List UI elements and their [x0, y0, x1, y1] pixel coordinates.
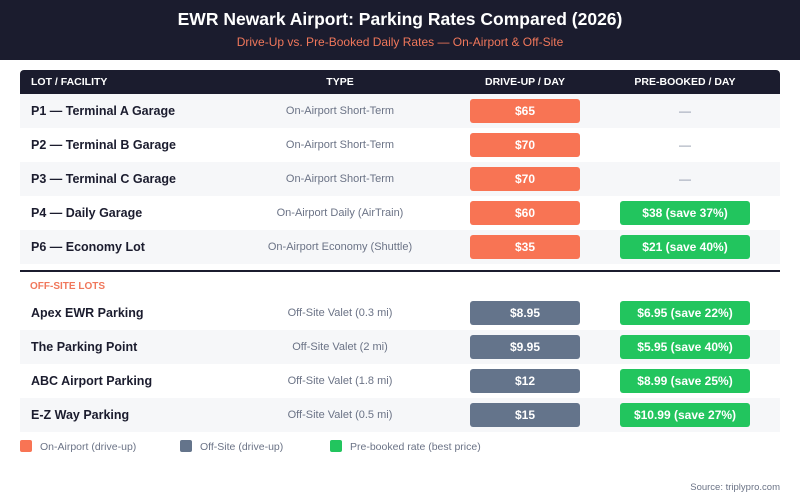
drive-up-rate-badge: $8.95	[470, 301, 580, 325]
lot-name: E-Z Way Parking	[31, 408, 130, 422]
no-pre-booked-dash: —	[679, 172, 691, 186]
drive-up-rate-badge: $65	[470, 99, 580, 123]
drive-up-rate-badge: $70	[470, 167, 580, 191]
drive-up-rate-badge: $15	[470, 403, 580, 427]
lot-type: Off-Site Valet (0.5 mi)	[287, 409, 393, 421]
legend-label: On-Airport (drive-up)	[40, 441, 137, 453]
table-row: P3 — Terminal C Garage On-Airport Short-T…	[20, 162, 780, 196]
lot-name: P6 — Economy Lot	[31, 240, 145, 254]
column-header-type: TYPE	[326, 76, 354, 88]
legend-swatch-pre-booked	[330, 440, 342, 452]
pre-booked-rate-badge: $8.99 (save 25%)	[620, 369, 750, 393]
no-pre-booked-dash: —	[679, 104, 691, 118]
legend-swatch-on-airport	[20, 440, 32, 452]
lot-type: Off-Site Valet (2 mi)	[292, 341, 388, 353]
legend-label: Pre-booked rate (best price)	[350, 441, 481, 453]
drive-up-rate-badge: $12	[470, 369, 580, 393]
table-row: P6 — Economy Lot On-Airport Economy (Shut…	[20, 230, 780, 264]
section-divider	[20, 270, 780, 272]
lot-type: On-Airport Daily (AirTrain)	[276, 207, 404, 219]
pre-booked-rate-badge: $38 (save 37%)	[620, 201, 750, 225]
drive-up-rate-badge: $60	[470, 201, 580, 225]
lot-type: Off-Site Valet (1.8 mi)	[287, 375, 393, 387]
lot-type: On-Airport Short-Term	[285, 173, 395, 185]
chart-subtitle: Drive-Up vs. Pre-Booked Daily Rates — On…	[236, 35, 564, 49]
table-row: Apex EWR Parking Off-Site Valet (0.3 mi) $…	[20, 296, 780, 330]
pre-booked-rate-badge: $21 (save 40%)	[620, 235, 750, 259]
table-header: LOT / FACILITY TYPE DRIVE-UP / DAY PRE-B…	[20, 70, 780, 94]
pre-booked-rate-badge: $10.99 (save 27%)	[620, 403, 750, 427]
lot-name: P1 — Terminal A Garage	[31, 104, 176, 118]
lot-type: On-Airport Short-Term	[285, 139, 395, 151]
legend-label: Off-Site (drive-up)	[200, 441, 284, 453]
lot-name: P3 — Terminal C Garage	[31, 172, 176, 186]
no-pre-booked-dash: —	[679, 138, 691, 152]
table-row: P4 — Daily Garage On-Airport Daily (AirTr…	[20, 196, 780, 230]
table-row: P1 — Terminal A Garage On-Airport Short-T…	[20, 94, 780, 128]
column-header-lot: LOT / FACILITY	[31, 76, 108, 88]
lot-name: P4 — Daily Garage	[31, 206, 143, 220]
lot-type: Off-Site Valet (0.3 mi)	[287, 307, 393, 319]
drive-up-rate-badge: $35	[470, 235, 580, 259]
lot-type: On-Airport Economy (Shuttle)	[267, 241, 413, 253]
source-note: Source: triplypro.com	[690, 482, 780, 493]
section-label-off-site: OFF-SITE LOTS	[30, 281, 105, 292]
lot-type: On-Airport Short-Term	[285, 105, 395, 117]
lot-name: ABC Airport Parking	[31, 374, 153, 388]
table-row: The Parking Point Off-Site Valet (2 mi) $9…	[20, 330, 780, 364]
table-row: P2 — Terminal B Garage On-Airport Short-T…	[20, 128, 780, 162]
chart-title: EWR Newark Airport: Parking Rates Compar…	[177, 9, 623, 29]
lot-name: The Parking Point	[31, 340, 138, 354]
column-header-drive-up: DRIVE-UP / DAY	[485, 76, 565, 88]
lot-name: P2 — Terminal B Garage	[31, 138, 176, 152]
column-header-pre-booked: PRE-BOOKED / DAY	[634, 76, 736, 88]
table-row: ABC Airport Parking Off-Site Valet (1.8 m…	[20, 364, 780, 398]
lot-name: Apex EWR Parking	[31, 306, 144, 320]
pre-booked-rate-badge: $5.95 (save 40%)	[620, 335, 750, 359]
table-row: E-Z Way Parking Off-Site Valet (0.5 mi) $1…	[20, 398, 780, 432]
drive-up-rate-badge: $9.95	[470, 335, 580, 359]
drive-up-rate-badge: $70	[470, 133, 580, 157]
title-banner: EWR Newark Airport: Parking Rates Compar…	[0, 0, 800, 60]
legend-swatch-off-site	[180, 440, 192, 452]
pre-booked-rate-badge: $6.95 (save 22%)	[620, 301, 750, 325]
